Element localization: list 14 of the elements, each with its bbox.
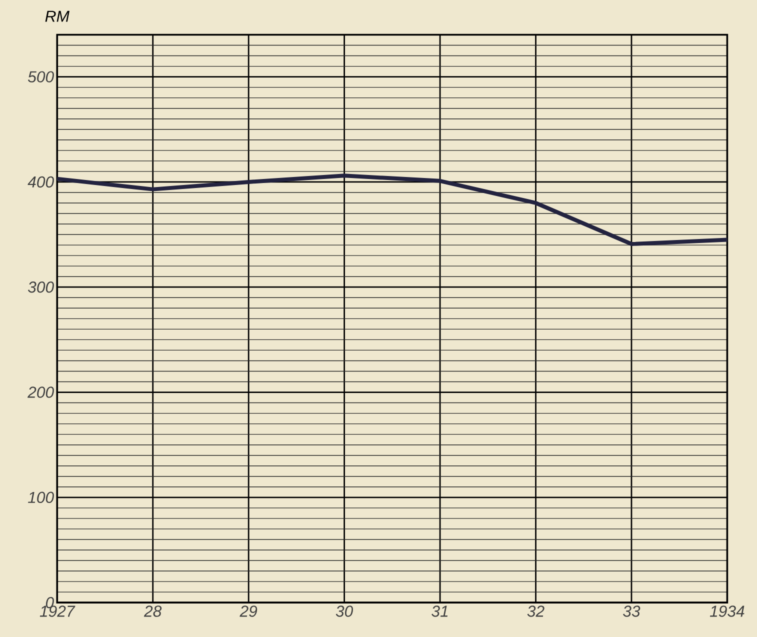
y-tick-label: 100	[28, 492, 54, 503]
x-tick-label: 32	[527, 605, 544, 617]
x-tick-label: 33	[623, 605, 640, 617]
x-tick-label: 28	[144, 605, 162, 617]
y-tick-label: 200	[28, 386, 54, 398]
x-tick-label: 30	[336, 605, 353, 617]
y-tick-label: 300	[28, 281, 54, 293]
y-tick-label: 500	[28, 71, 54, 82]
y-tick-label: 400	[28, 176, 54, 188]
x-tick-label: 1934	[710, 605, 744, 617]
x-tick-label: 31	[432, 605, 448, 617]
x-tick-label: 29	[240, 605, 258, 617]
y-axis-title: RM	[45, 10, 70, 22]
line-series	[55, 174, 730, 246]
